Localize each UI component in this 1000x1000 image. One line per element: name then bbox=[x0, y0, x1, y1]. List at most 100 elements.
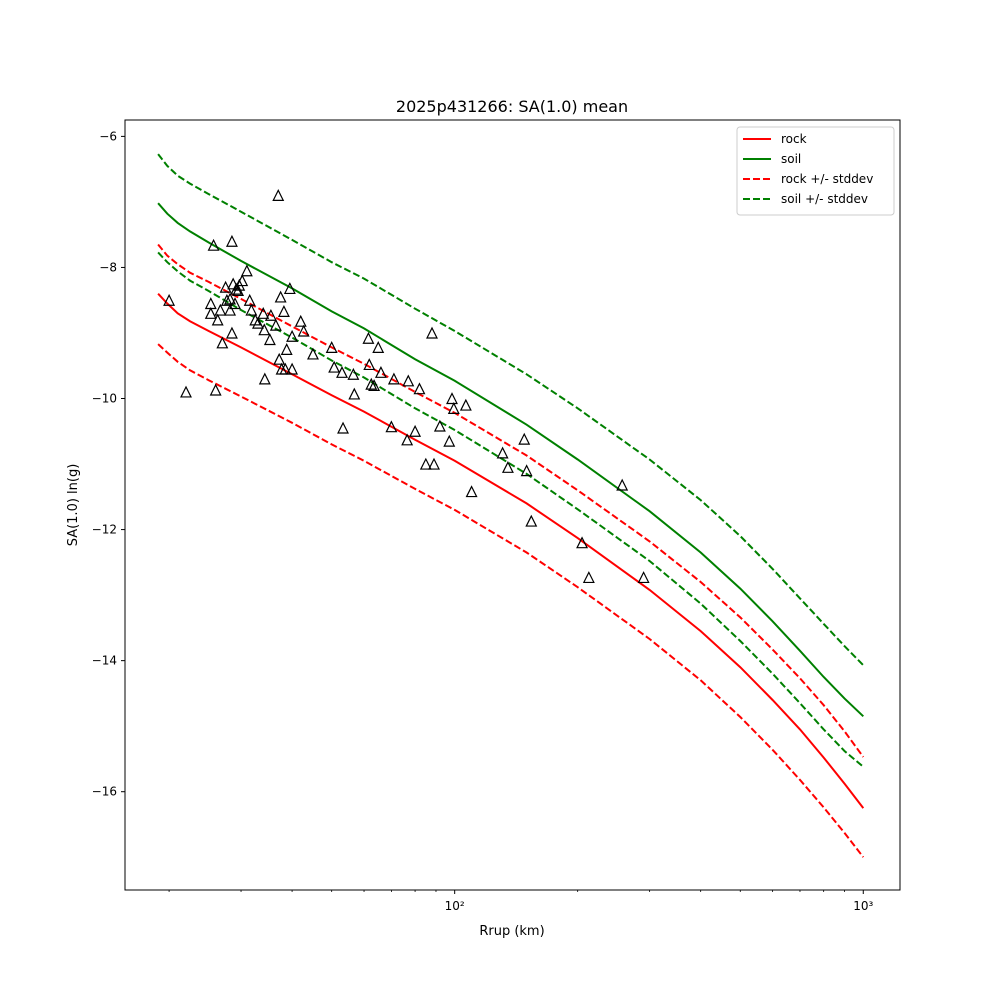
observation-marker bbox=[225, 326, 238, 339]
observation-marker bbox=[401, 433, 414, 446]
series-line-5 bbox=[157, 251, 864, 768]
observation-marker bbox=[365, 377, 378, 390]
observation-marker bbox=[163, 293, 176, 306]
legend-box bbox=[736, 126, 895, 216]
observation-marker bbox=[224, 292, 237, 305]
observation-marker bbox=[616, 478, 629, 491]
observation-marker bbox=[224, 303, 237, 316]
observation-marker bbox=[348, 387, 361, 400]
observation-marker bbox=[294, 314, 307, 327]
observation-marker bbox=[251, 316, 264, 329]
observation-marker bbox=[347, 367, 360, 380]
y-tick-label: −10 bbox=[92, 392, 117, 406]
observation-marker bbox=[426, 326, 438, 339]
observation-marker bbox=[368, 379, 381, 392]
y-axis-label: SA(1.0) ln(g) bbox=[66, 464, 81, 547]
series-line-4 bbox=[157, 153, 865, 666]
observation-marker bbox=[258, 372, 271, 385]
observation-marker bbox=[501, 460, 514, 473]
observation-marker bbox=[279, 362, 292, 375]
legend-label: soil bbox=[781, 152, 801, 166]
plot-frame bbox=[124, 119, 901, 891]
observation-marker bbox=[413, 382, 426, 395]
legend-label: rock bbox=[781, 132, 807, 146]
observation-marker bbox=[297, 324, 310, 337]
observation-marker bbox=[230, 282, 243, 295]
observation-marker bbox=[433, 419, 446, 432]
observation-marker bbox=[229, 297, 241, 310]
observation-marker bbox=[286, 362, 299, 375]
observation-marker bbox=[236, 274, 249, 287]
observation-marker bbox=[459, 398, 472, 411]
observation-marker bbox=[465, 485, 478, 498]
y-tick-label: −8 bbox=[99, 260, 117, 274]
observation-marker bbox=[337, 421, 349, 434]
observation-marker bbox=[409, 424, 422, 437]
observation-marker bbox=[280, 343, 293, 355]
observation-marker bbox=[520, 464, 533, 477]
observation-marker bbox=[209, 383, 222, 396]
observation-marker bbox=[446, 392, 458, 405]
observation-marker bbox=[362, 331, 375, 344]
y-tick-label: −16 bbox=[92, 785, 117, 799]
series-lines bbox=[157, 153, 865, 858]
observation-marker bbox=[264, 308, 277, 321]
observation-marker bbox=[257, 306, 270, 319]
observation-marker bbox=[258, 323, 271, 336]
x-axis-label: Rrup (km) bbox=[479, 924, 544, 939]
observation-marker bbox=[576, 536, 589, 549]
observation-marker bbox=[214, 303, 227, 316]
observation-marker bbox=[372, 341, 385, 353]
observation-marker bbox=[219, 280, 232, 293]
observation-marker bbox=[263, 333, 276, 346]
observation-marker bbox=[204, 306, 217, 319]
observation-marker bbox=[283, 282, 296, 295]
legend-label: rock +/- stddev bbox=[781, 172, 873, 186]
y-axis-ticks: −6 −8 −10 −12 −14 −16 bbox=[92, 129, 125, 799]
observation-marker bbox=[207, 238, 220, 251]
observation-marker bbox=[274, 290, 287, 303]
observation-marker bbox=[307, 347, 319, 360]
series-line-0 bbox=[157, 293, 865, 809]
observation-marker bbox=[225, 234, 238, 247]
observation-markers bbox=[163, 189, 650, 584]
x-axis-ticks: 10² 10³ bbox=[168, 890, 873, 913]
observation-marker bbox=[637, 571, 650, 584]
observation-marker bbox=[525, 514, 538, 527]
observation-marker bbox=[240, 264, 253, 277]
observation-marker bbox=[286, 329, 299, 342]
observation-marker bbox=[211, 313, 224, 326]
observation-marker bbox=[243, 293, 256, 306]
observation-marker bbox=[518, 432, 531, 445]
chart-title: 2025p431266: SA(1.0) mean bbox=[396, 97, 628, 116]
observation-marker bbox=[245, 303, 258, 316]
series-line-1 bbox=[157, 202, 864, 718]
observation-marker bbox=[272, 189, 285, 201]
observation-marker bbox=[374, 365, 387, 378]
observation-marker bbox=[336, 365, 348, 378]
observation-marker bbox=[402, 374, 415, 387]
observation-marker bbox=[269, 318, 282, 331]
y-tick-label: −14 bbox=[92, 654, 117, 668]
observation-marker bbox=[328, 360, 341, 373]
observation-marker bbox=[216, 336, 229, 349]
legend-label: soil +/- stddev bbox=[781, 192, 868, 206]
observation-marker bbox=[204, 297, 217, 310]
observation-marker bbox=[220, 293, 233, 306]
observation-marker bbox=[325, 341, 338, 353]
y-tick-label: −6 bbox=[99, 129, 117, 143]
observation-marker bbox=[496, 446, 509, 459]
observation-marker bbox=[387, 372, 400, 385]
legend: rock soil rock +/- stddev soil +/- stddev bbox=[736, 126, 895, 216]
observation-marker bbox=[582, 571, 595, 584]
observation-marker bbox=[419, 457, 432, 470]
x-tick-label: 10³ bbox=[853, 899, 873, 913]
observation-marker bbox=[180, 385, 192, 398]
series-line-3 bbox=[157, 343, 865, 858]
observation-marker bbox=[443, 434, 456, 447]
y-tick-label: −12 bbox=[92, 523, 117, 537]
series-line-2 bbox=[157, 243, 865, 758]
observation-marker bbox=[363, 358, 376, 371]
observation-marker bbox=[277, 305, 290, 317]
